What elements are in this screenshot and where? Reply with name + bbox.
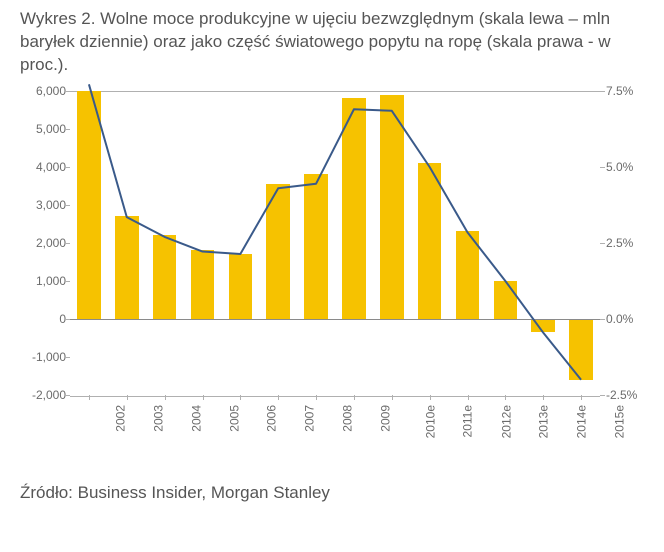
x-tick (505, 395, 506, 400)
x-tick (430, 395, 431, 400)
chart-title: Wykres 2. Wolne moce produkcyjne w ujęci… (0, 0, 664, 81)
x-tick (240, 395, 241, 400)
x-tick (581, 395, 582, 400)
x-label: 2010e (423, 405, 437, 438)
x-label: 2002 (114, 405, 128, 432)
x-label: 2014e (575, 405, 589, 438)
x-tick (127, 395, 128, 400)
x-tick (165, 395, 166, 400)
x-label: 2008 (341, 405, 355, 432)
x-tick (89, 395, 90, 400)
x-label: 2005 (227, 405, 241, 432)
x-label: 2009 (379, 405, 393, 432)
x-tick (392, 395, 393, 400)
chart-source: Źródło: Business Insider, Morgan Stanley (0, 477, 664, 503)
x-tick (543, 395, 544, 400)
x-label: 2007 (303, 405, 317, 432)
x-tick (203, 395, 204, 400)
x-label: 2013e (537, 405, 551, 438)
x-label: 2004 (189, 405, 203, 432)
chart-area: 6,0005,0004,0003,0002,0001,0000-1,000-2,… (14, 81, 644, 477)
x-label: 2012e (499, 405, 513, 438)
x-label: 2015e (612, 405, 626, 438)
x-label: 2011e (460, 405, 474, 437)
x-label: 2006 (265, 405, 279, 432)
x-tick (278, 395, 279, 400)
x-tick (316, 395, 317, 400)
x-label: 2003 (151, 405, 165, 432)
x-tick (468, 395, 469, 400)
x-tick (354, 395, 355, 400)
